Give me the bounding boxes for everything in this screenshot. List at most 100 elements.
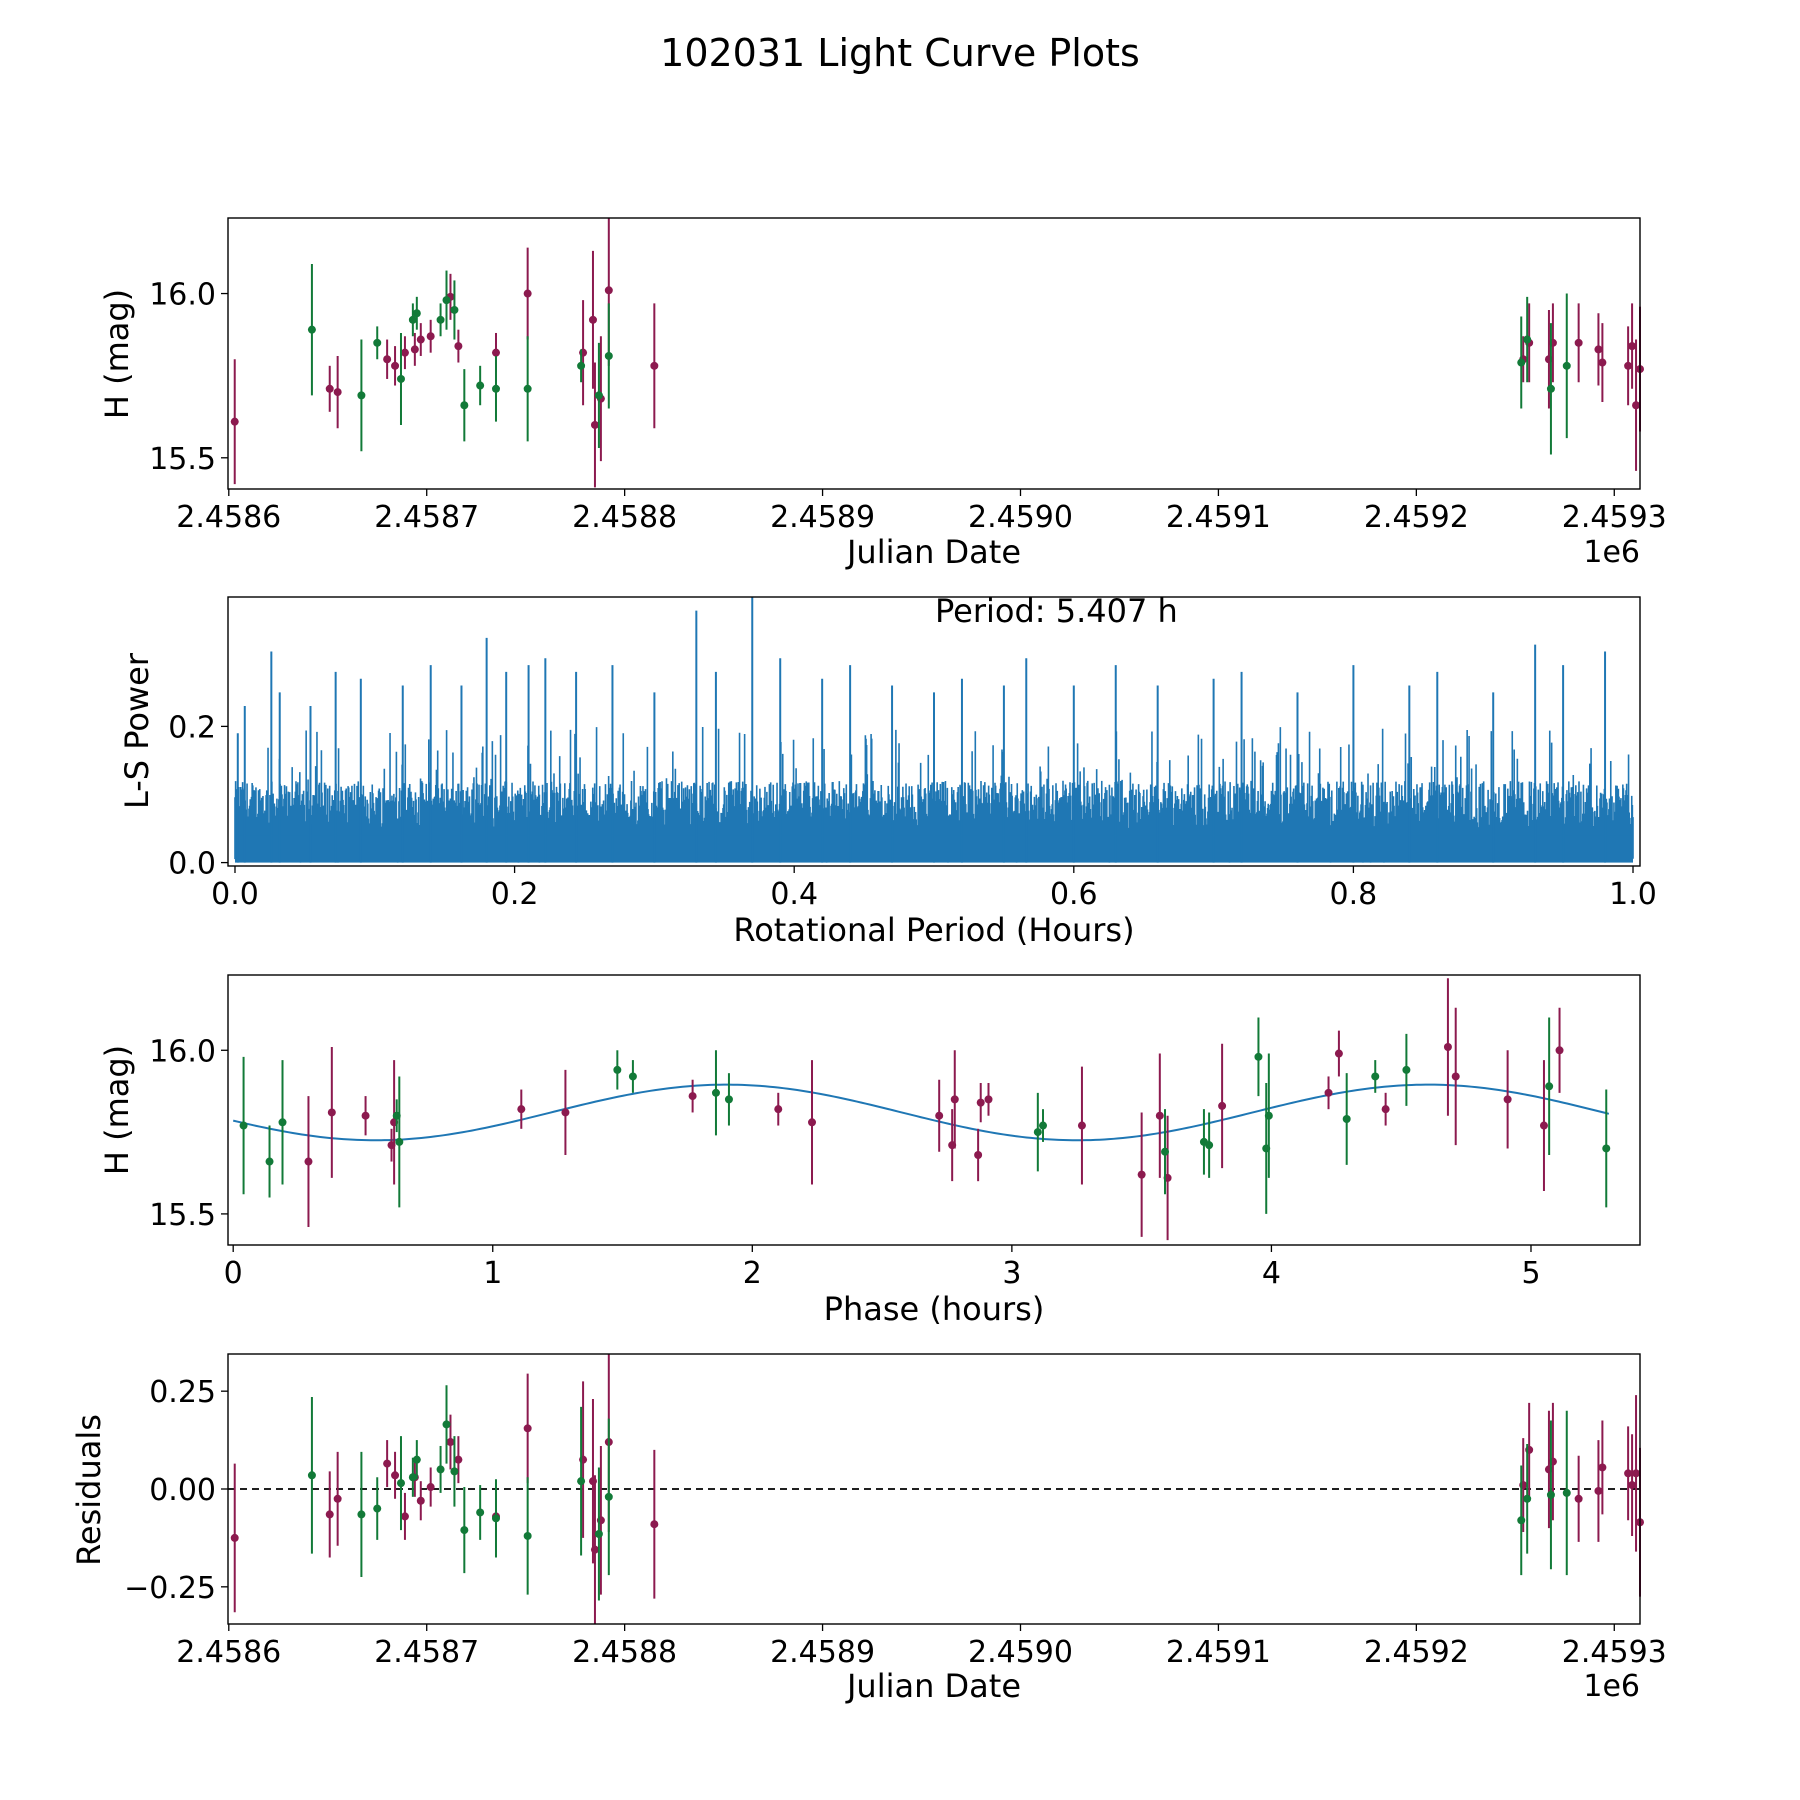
data-point-filter_a bbox=[333, 1494, 342, 1503]
phased-y-label: H (mag) bbox=[98, 1045, 136, 1175]
x-tick-label: 2.4588 bbox=[572, 1635, 677, 1670]
data-point-filter_b bbox=[265, 1157, 274, 1166]
data-point-filter_b bbox=[1039, 1121, 1048, 1130]
y-tick-label: 16.0 bbox=[149, 1034, 216, 1069]
data-point-filter_b bbox=[1517, 358, 1526, 367]
data-point-filter_b bbox=[594, 1530, 603, 1538]
x-tick-label: 2.4592 bbox=[1364, 500, 1469, 535]
x-tick-label: 0.8 bbox=[1330, 877, 1378, 912]
data-point-filter_a bbox=[400, 348, 409, 357]
data-point-filter_b bbox=[711, 1088, 720, 1097]
data-point-filter_b bbox=[239, 1121, 248, 1130]
data-point-filter_a bbox=[1137, 1170, 1146, 1179]
data-point-filter_a bbox=[400, 1512, 409, 1521]
lightcurve-x-label: Julian Date bbox=[845, 533, 1021, 571]
x-tick-label: 2.4588 bbox=[572, 500, 677, 535]
data-point-filter_a bbox=[688, 1092, 697, 1101]
data-point-filter_b bbox=[613, 1065, 622, 1074]
data-point-filter_a bbox=[561, 1108, 570, 1117]
y-tick-label: 0.2 bbox=[168, 710, 216, 745]
data-point-filter_a bbox=[1598, 358, 1607, 367]
figure-title: 102031 Light Curve Plots bbox=[660, 31, 1140, 75]
data-point-filter_b bbox=[307, 325, 316, 334]
residuals-ticks: 2.4586 2.4587 2.4588 2.4589 2.4590 2.4591 2.45… bbox=[124, 1375, 1667, 1670]
data-point-filter_b bbox=[577, 1477, 586, 1486]
x-tick-label: 0.2 bbox=[491, 877, 539, 912]
x-tick-label: 2.4586 bbox=[176, 1635, 281, 1670]
phased-ticks: 0 1 2 3 4 5 15.5 16.0 bbox=[149, 1034, 1540, 1291]
residuals-y-label: Residuals bbox=[70, 1414, 108, 1566]
x-tick-label: 2.4591 bbox=[1166, 1635, 1271, 1670]
data-point-filter_a bbox=[1594, 345, 1603, 354]
y-tick-label: 0.00 bbox=[149, 1473, 216, 1508]
data-point-filter_b bbox=[442, 296, 451, 305]
lightcurve-y-label: H (mag) bbox=[98, 289, 136, 419]
periodogram-axes-frame bbox=[227, 596, 1641, 867]
fit-curve bbox=[232, 1083, 1610, 1142]
data-point-filter_a bbox=[1155, 1111, 1164, 1120]
data-point-filter_a bbox=[974, 1151, 983, 1159]
data-point-filter_b bbox=[1371, 1072, 1380, 1081]
data-point-filter_b bbox=[1602, 1144, 1611, 1153]
x-tick-label: 2 bbox=[743, 1256, 762, 1291]
x-tick-label: 1.0 bbox=[1609, 877, 1657, 912]
x-tick-label: 4 bbox=[1262, 1256, 1281, 1291]
data-point-filter_a bbox=[333, 388, 342, 397]
data-point-filter_a bbox=[588, 315, 597, 324]
x-tick-label: 5 bbox=[1521, 1256, 1540, 1291]
data-point-filter_b bbox=[408, 315, 417, 324]
data-point-filter_a bbox=[416, 1496, 425, 1505]
data-point-filter_a bbox=[517, 1105, 526, 1114]
data-point-filter_a bbox=[1574, 1494, 1583, 1503]
periodogram-data bbox=[234, 597, 1634, 863]
data-point-filter_a bbox=[984, 1095, 993, 1104]
data-point-filter_a bbox=[808, 1118, 817, 1127]
data-point-filter_a bbox=[1628, 1481, 1637, 1490]
x-tick-label: 2.4586 bbox=[176, 500, 281, 535]
data-point-filter_b bbox=[436, 1465, 445, 1474]
data-point-filter_b bbox=[1264, 1111, 1273, 1120]
y-tick-label: 15.5 bbox=[149, 1198, 216, 1233]
data-point-filter_a bbox=[1218, 1101, 1227, 1110]
data-point-filter_b bbox=[604, 351, 613, 360]
x-tick-label: 2.4593 bbox=[1562, 500, 1667, 535]
data-point-filter_b bbox=[577, 361, 586, 370]
data-point-filter_b bbox=[1033, 1128, 1042, 1137]
data-point-filter_a bbox=[391, 361, 400, 370]
data-point-filter_a bbox=[426, 332, 435, 341]
data-point-filter_a bbox=[410, 345, 419, 354]
data-point-filter_b bbox=[1523, 1494, 1532, 1503]
data-point-filter_b bbox=[412, 1455, 421, 1464]
x-tick-label: 2.4592 bbox=[1364, 1635, 1469, 1670]
data-point-filter_a bbox=[325, 1510, 334, 1519]
data-point-filter_a bbox=[650, 1520, 659, 1529]
data-point-filter_a bbox=[426, 1483, 435, 1492]
data-point-filter_a bbox=[1539, 1121, 1548, 1130]
y-tick-label: 0.25 bbox=[149, 1375, 216, 1410]
y-tick-label: 15.5 bbox=[149, 442, 216, 477]
data-point-filter_a bbox=[1443, 1043, 1452, 1051]
data-point-filter_a bbox=[590, 1545, 599, 1554]
data-point-filter_a bbox=[391, 1471, 400, 1480]
lightcurve-x-offset: 1e6 bbox=[1583, 535, 1640, 570]
data-point-filter_a bbox=[1451, 1072, 1460, 1081]
data-point-filter_a bbox=[1598, 1463, 1607, 1472]
x-tick-label: 2.4587 bbox=[374, 500, 479, 535]
data-point-filter_b bbox=[476, 381, 485, 390]
periodogram-x-label: Rotational Period (Hours) bbox=[733, 911, 1134, 949]
data-point-filter_b bbox=[395, 1137, 404, 1146]
data-point-filter_b bbox=[460, 401, 469, 410]
x-tick-label: 0.0 bbox=[211, 877, 259, 912]
data-point-filter_b bbox=[408, 1473, 417, 1482]
data-point-filter_a bbox=[1574, 338, 1583, 347]
data-point-filter_a bbox=[304, 1157, 313, 1166]
data-point-filter_b bbox=[476, 1508, 485, 1517]
data-point-filter_a bbox=[590, 420, 599, 429]
data-point-filter_b bbox=[373, 338, 382, 347]
data-point-filter_b bbox=[1562, 361, 1571, 370]
x-tick-label: 2.4589 bbox=[770, 1635, 875, 1670]
lightcurve-axes-frame bbox=[227, 217, 1641, 490]
data-point-filter_a bbox=[1628, 342, 1637, 351]
